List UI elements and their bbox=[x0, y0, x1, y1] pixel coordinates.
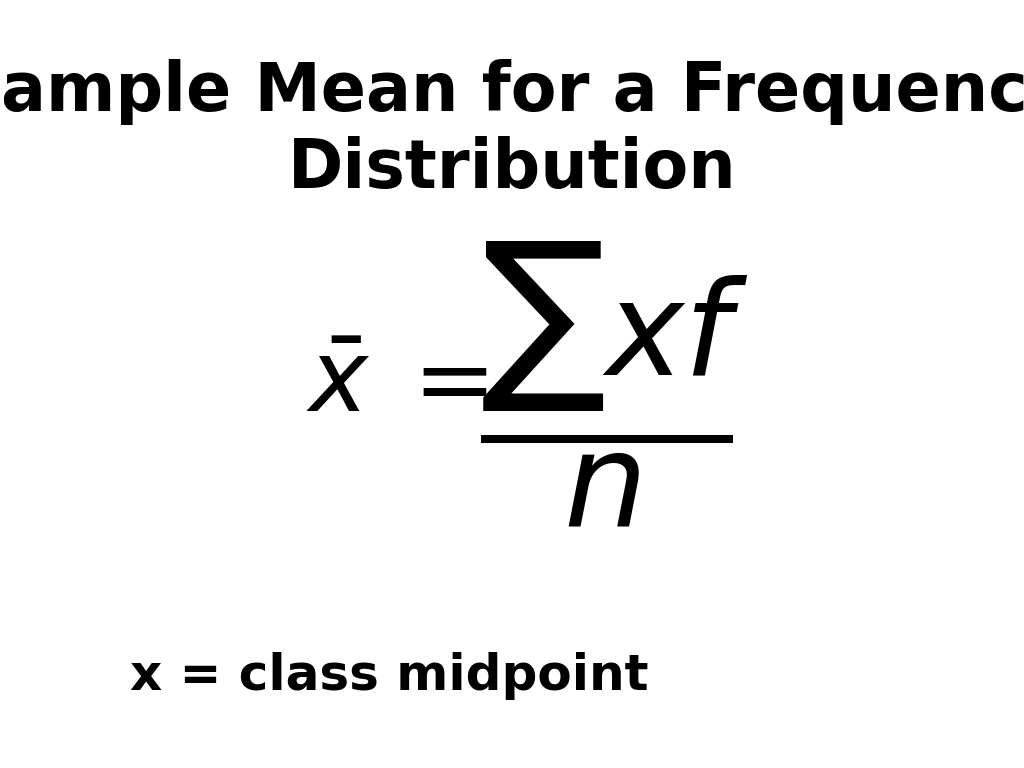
Text: $=$: $=$ bbox=[393, 336, 487, 432]
Text: Sample Mean for a Frequency: Sample Mean for a Frequency bbox=[0, 58, 1024, 126]
Text: x = class midpoint: x = class midpoint bbox=[130, 652, 648, 700]
Text: $\bar{x}$: $\bar{x}$ bbox=[305, 336, 371, 432]
Text: $\dfrac{\sum xf}{n}$: $\dfrac{\sum xf}{n}$ bbox=[480, 240, 749, 528]
Text: Distribution: Distribution bbox=[288, 136, 736, 202]
